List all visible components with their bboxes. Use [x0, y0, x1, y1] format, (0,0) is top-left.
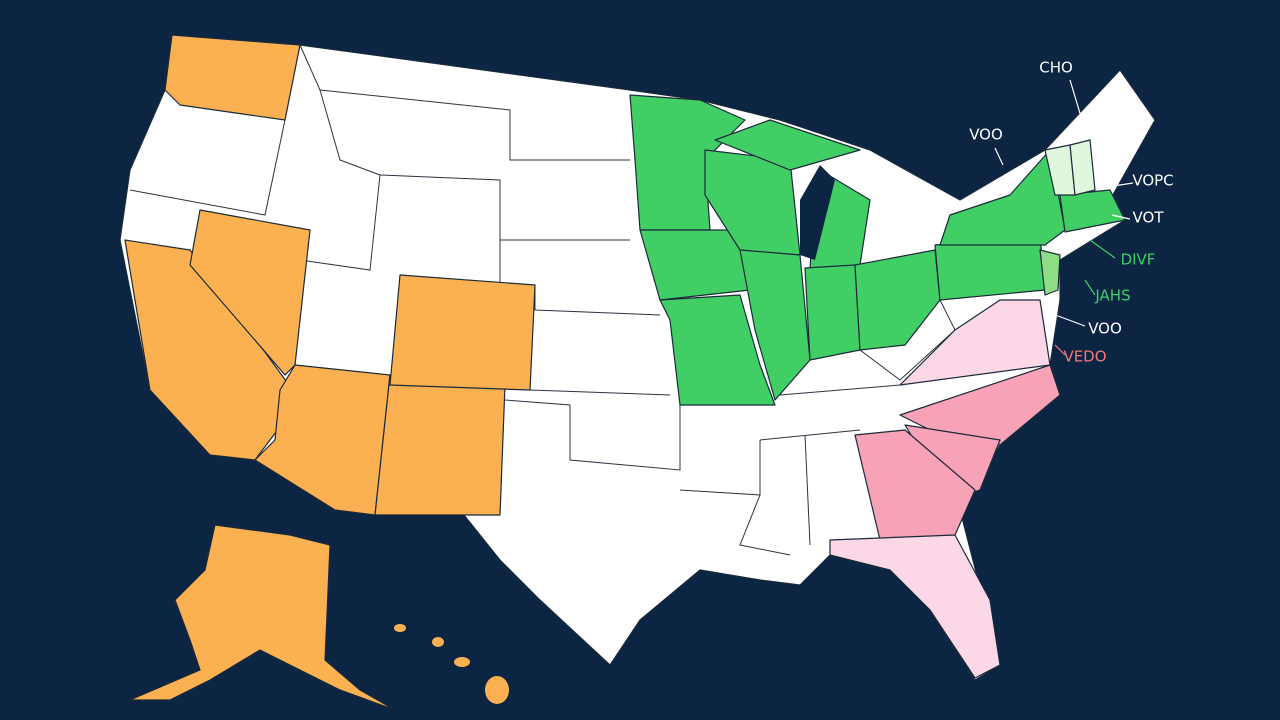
hawaii	[454, 657, 470, 667]
north-carolina	[899, 364, 1061, 446]
state-label: DIVF	[1121, 251, 1156, 269]
alaska	[129, 524, 396, 711]
leader-line	[994, 147, 1004, 166]
hawaii	[394, 624, 406, 632]
leader-line	[1099, 182, 1134, 189]
state-label: CHO	[1039, 59, 1073, 77]
state-label: VOT	[1133, 209, 1165, 227]
state-label: JAHS	[1094, 287, 1130, 305]
georgia	[854, 429, 976, 541]
missouri	[659, 294, 776, 406]
state-label: VEDO	[1063, 348, 1106, 366]
leader-line	[1049, 312, 1086, 327]
hawaii	[432, 637, 444, 647]
leader-line	[1111, 214, 1131, 220]
new-jersey	[1039, 249, 1061, 296]
leader-line	[1084, 279, 1096, 296]
leader-line	[1069, 79, 1086, 131]
leader-line	[1054, 344, 1066, 356]
ohio	[854, 249, 941, 351]
leader-line	[1089, 239, 1116, 259]
state-label: VOO	[1088, 320, 1122, 338]
nevada	[189, 209, 311, 376]
hawaii	[485, 676, 509, 704]
state-label: VOO	[969, 126, 1003, 144]
washington	[164, 34, 301, 121]
states	[119, 34, 1156, 711]
upper-michigan	[714, 119, 861, 171]
virginia	[899, 299, 1051, 386]
state-label: VOPC	[1132, 172, 1173, 190]
florida	[829, 534, 1001, 679]
illinois	[739, 249, 811, 401]
new-england	[1059, 189, 1126, 233]
indiana	[804, 264, 861, 361]
new-hampshire	[1069, 139, 1096, 196]
colorado	[389, 274, 536, 391]
lake-michigan	[800, 165, 835, 260]
new-mexico	[374, 374, 506, 516]
labels: CHO VOO VOPC VOT DIVF JAHS VOO VEDO	[969, 59, 1173, 366]
